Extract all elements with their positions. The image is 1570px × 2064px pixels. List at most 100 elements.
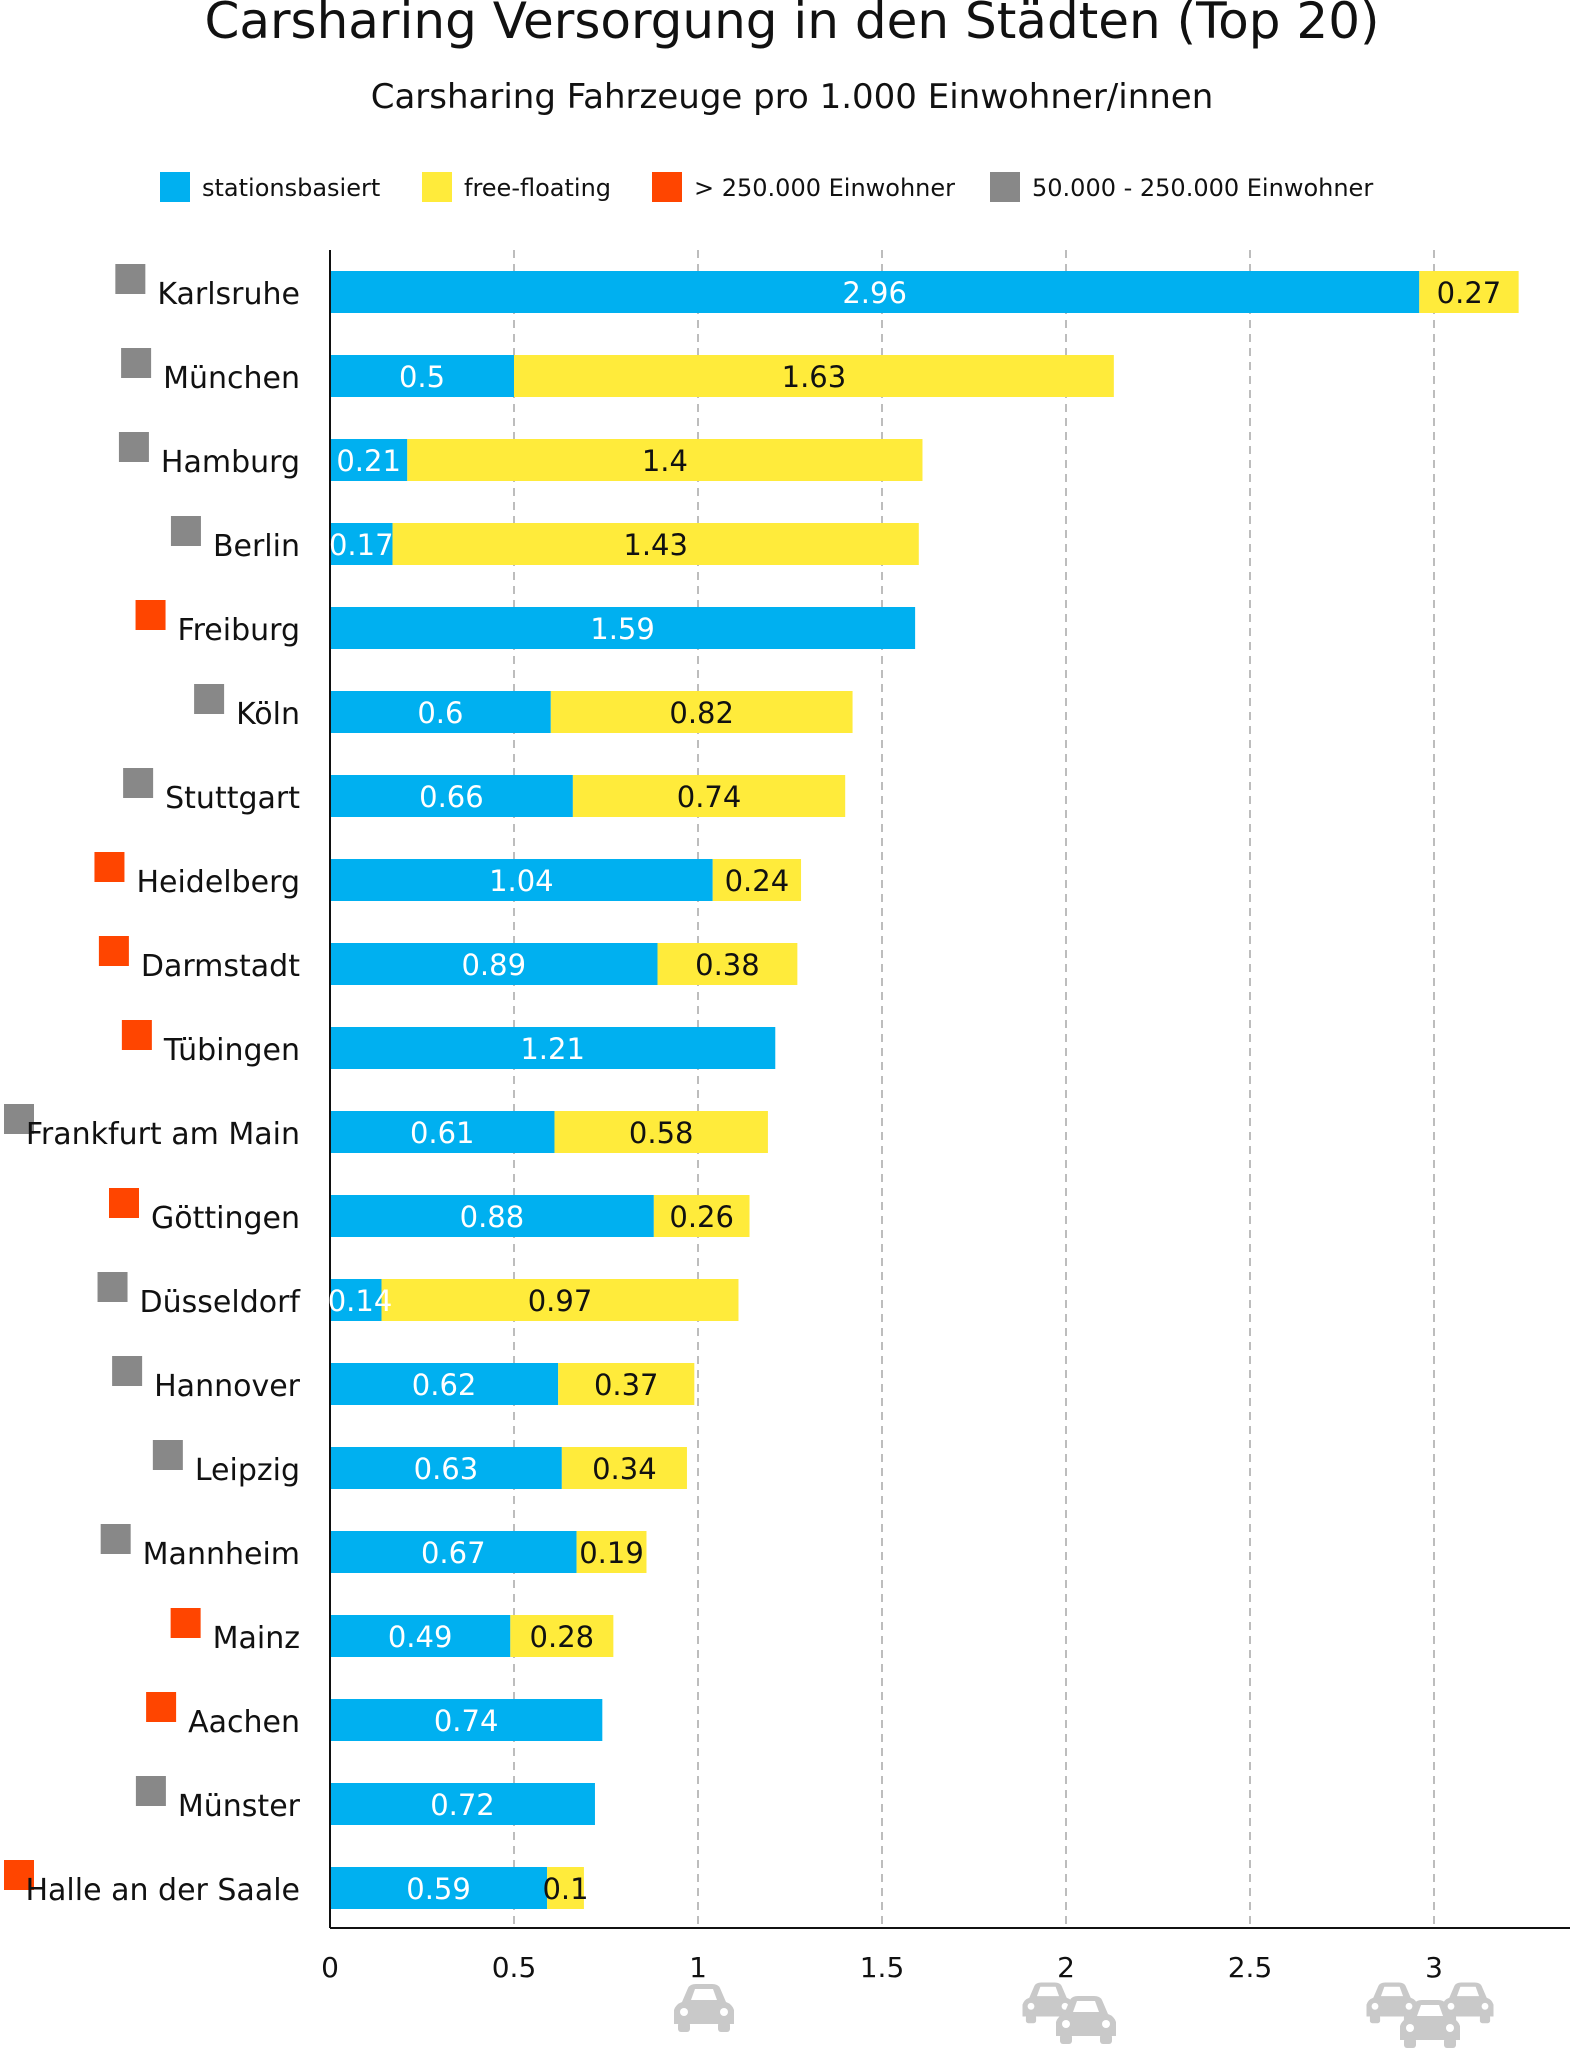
bar-stationsbasiert-4 [330,607,916,649]
data-label-free-floating-2: 1.4 [642,444,688,478]
three-cars-icon-left-light-1 [1405,2002,1413,2010]
bar-stationsbasiert-19 [330,1867,548,1909]
legend-swatch-0 [160,172,190,202]
category-marker-0 [115,264,146,294]
data-label-free-floating-19: 0.1 [542,1872,588,1906]
bar-stationsbasiert-18 [330,1783,595,1825]
category-marker-3 [170,516,201,546]
data-label-free-floating-14: 0.34 [592,1452,657,1486]
legend-swatch-2 [652,172,682,202]
bar-stationsbasiert-1 [330,355,514,397]
bar-stationsbasiert-14 [330,1447,562,1489]
category-label-1: München [163,361,300,396]
category-marker-2 [118,432,149,462]
bar-stationsbasiert-5 [330,691,551,733]
category-marker-11 [109,1188,139,1218]
data-label-stationsbasiert-19: 0.59 [406,1872,471,1906]
data-label-free-floating-12: 0.97 [528,1284,593,1318]
bar-stationsbasiert-2 [330,439,408,481]
data-label-stationsbasiert-13: 0.62 [412,1368,477,1402]
single-car-icon-body [674,1984,734,2024]
single-car-icon [674,1984,734,2032]
bar-free-floating-5 [550,691,853,733]
data-label-free-floating-8: 0.38 [695,948,760,982]
data-label-free-floating-16: 0.28 [530,1620,595,1654]
bar-free-floating-6 [572,775,846,817]
category-label-16: Mainz [213,1621,300,1656]
bar-free-floating-8 [657,943,798,985]
data-label-stationsbasiert-17: 0.74 [434,1704,499,1738]
legend-label-1: free-floating [464,174,611,202]
bar-stationsbasiert-11 [330,1195,654,1237]
category-label-17: Aachen [188,1705,300,1740]
bar-stationsbasiert-17 [330,1699,603,1741]
data-label-stationsbasiert-9: 1.21 [520,1032,585,1066]
category-marker-1 [121,348,152,378]
data-label-stationsbasiert-10: 0.61 [410,1116,475,1150]
category-label-10: Frankfurt am Main [26,1117,300,1152]
three-cars-icon-right-body [1442,1982,1494,2017]
two-cars-icon-front-body [1056,1996,1116,2036]
category-marker-5 [194,684,225,714]
bar-stationsbasiert-12 [330,1279,382,1321]
data-label-stationsbasiert-11: 0.88 [460,1200,525,1234]
two-cars-icon-back-body [1022,1982,1074,2017]
legend-swatch-1 [422,172,452,202]
three-cars-icon-right-light-1 [1481,2002,1489,2010]
x-tick-label-4: 2 [1057,1951,1075,1984]
category-marker-15 [100,1524,131,1554]
category-marker-18 [135,1776,166,1806]
two-cars-icon-front-window [1073,2001,1099,2012]
category-marker-16 [170,1608,201,1638]
category-marker-4 [135,600,166,630]
two-cars-icon-front-wheel-1 [1100,2034,1112,2044]
single-car-icon-window [691,1989,717,2000]
x-tick-label-2: 1 [689,1951,707,1984]
category-label-4: Freiburg [178,613,300,648]
category-marker-14 [152,1440,183,1470]
category-label-2: Hamburg [161,445,300,480]
category-label-3: Berlin [213,529,300,564]
chart-title: Carsharing Versorgung in den Städten (To… [204,0,1379,50]
two-cars-icon-back-light-0 [1027,2002,1035,2010]
data-label-free-floating-3: 1.43 [623,528,688,562]
category-label-6: Stuttgart [165,781,300,816]
data-label-stationsbasiert-4: 1.59 [590,612,655,646]
legend-label-2: > 250.000 Einwohner [694,174,955,202]
three-cars-icon-right-light-0 [1447,2002,1455,2010]
data-label-free-floating-15: 0.19 [579,1536,644,1570]
category-label-11: Göttingen [151,1201,300,1236]
category-marker-17 [146,1692,177,1722]
data-label-free-floating-6: 0.74 [677,780,742,814]
data-label-stationsbasiert-7: 1.04 [489,864,554,898]
bar-stationsbasiert-6 [330,775,573,817]
bar-free-floating-13 [558,1363,695,1405]
category-label-12: Düsseldorf [140,1285,302,1320]
category-label-5: Köln [236,697,300,732]
category-label-13: Hannover [154,1369,301,1404]
data-label-free-floating-11: 0.26 [669,1200,734,1234]
category-label-0: Karlsruhe [157,277,300,312]
bar-free-floating-3 [392,523,919,565]
single-car-icon-light-0 [680,2008,688,2016]
bar-stationsbasiert-3 [330,523,393,565]
data-label-stationsbasiert-2: 0.21 [336,444,401,478]
bar-free-floating-7 [712,859,802,901]
data-label-free-floating-0: 0.27 [1437,276,1502,310]
category-label-9: Tübingen [163,1033,300,1068]
bar-stationsbasiert-8 [330,943,658,985]
x-tick-label-3: 1.5 [860,1951,905,1984]
single-car-icon-wheel-1 [718,2022,730,2032]
category-marker-6 [123,768,154,798]
bar-free-floating-19 [547,1867,584,1909]
three-cars-icon-front-window [1417,2005,1443,2016]
two-cars-icon-back-wheel-0 [1025,2014,1037,2024]
three-cars-icon-front-wheel-1 [1444,2038,1456,2048]
two-cars-icon-front-wheel-0 [1060,2034,1072,2044]
data-label-free-floating-1: 1.63 [782,360,847,394]
bar-free-floating-1 [514,355,1114,397]
three-cars-icon-front-light-1 [1446,2024,1454,2032]
bar-stationsbasiert-16 [330,1615,511,1657]
category-marker-10 [4,1104,34,1134]
